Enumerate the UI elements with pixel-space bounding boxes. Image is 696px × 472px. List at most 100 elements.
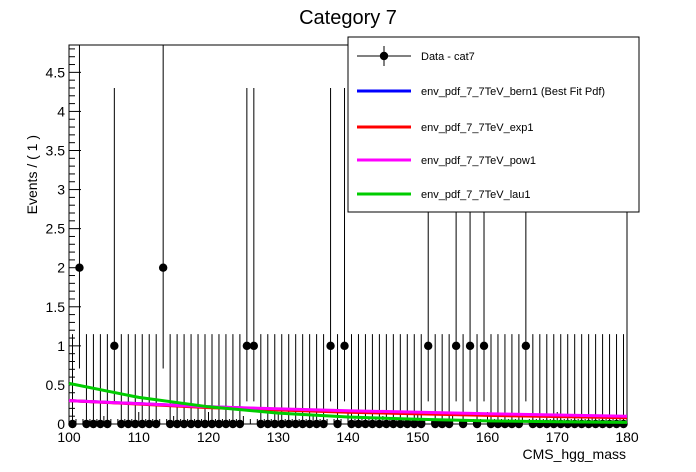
data-marker [319, 419, 328, 429]
x-tick-label: 180 [615, 429, 639, 445]
data-marker [444, 419, 454, 429]
y-tick-label: 0.5 [46, 377, 66, 393]
data-marker [417, 419, 426, 429]
data-marker [228, 419, 238, 429]
data-marker [207, 419, 217, 429]
data-marker [465, 341, 475, 351]
data-point [396, 334, 405, 429]
data-marker [361, 419, 370, 429]
data-point [444, 334, 454, 429]
data-marker [75, 263, 84, 272]
data-marker [165, 419, 175, 429]
data-point [103, 334, 112, 429]
data-marker [256, 419, 266, 429]
data-marker [193, 419, 203, 429]
data-point [207, 334, 217, 429]
data-marker [200, 419, 210, 429]
data-marker [451, 341, 461, 351]
data-point [228, 334, 238, 429]
data-point [96, 334, 105, 429]
x-tick-label: 120 [197, 429, 221, 445]
data-point [458, 334, 468, 429]
data-point [200, 334, 210, 429]
data-point [124, 334, 133, 429]
data-point [242, 87, 252, 402]
y-axis-title: Events / ( 1 ) [24, 135, 40, 214]
data-point [249, 87, 259, 402]
data-marker [89, 419, 98, 429]
data-marker [382, 419, 391, 429]
x-tick-label: 100 [57, 429, 81, 445]
data-point [138, 334, 147, 429]
data-marker [340, 341, 349, 351]
y-tick-label: 4 [57, 103, 65, 119]
data-marker [158, 263, 168, 272]
data-point [117, 334, 126, 429]
y-tick-label: 2.5 [46, 221, 66, 237]
data-marker [354, 419, 363, 429]
data-point [221, 334, 231, 429]
y-tick-label: 0 [57, 416, 65, 432]
data-point [158, 45, 168, 369]
data-point [354, 334, 363, 429]
data-point [82, 334, 91, 429]
data-marker [368, 419, 377, 429]
data-marker [403, 419, 412, 429]
x-axis-title: CMS_hgg_mass [523, 446, 627, 462]
pdf-curve [68, 381, 628, 424]
data-marker [277, 419, 286, 429]
data-point [340, 87, 349, 402]
data-marker [410, 419, 419, 429]
legend-label: env_pdf_7_7TeV_exp1 [421, 122, 534, 134]
data-point [347, 334, 356, 429]
x-tick-label: 150 [406, 429, 430, 445]
data-marker [396, 419, 405, 429]
data-point [410, 334, 419, 429]
data-point [591, 334, 600, 429]
data-marker [458, 419, 468, 429]
legend-box [347, 36, 640, 213]
data-marker [235, 419, 245, 429]
data-point [235, 334, 245, 429]
data-point [619, 334, 628, 429]
data-point [382, 334, 391, 429]
data-marker [96, 419, 105, 429]
data-point [598, 334, 607, 429]
data-point [333, 334, 342, 429]
data-point [437, 334, 447, 429]
data-marker [270, 419, 279, 429]
data-marker [117, 419, 126, 429]
data-marker [375, 419, 384, 429]
data-point [375, 334, 384, 429]
data-point [75, 45, 84, 369]
data-marker [437, 419, 447, 429]
data-marker [221, 419, 231, 429]
data-marker [284, 419, 293, 429]
data-marker [172, 419, 182, 429]
data-marker [389, 419, 398, 429]
data-point [326, 87, 335, 402]
data-point [89, 334, 98, 429]
data-marker [186, 419, 196, 429]
y-tick-label: 3 [57, 182, 65, 198]
data-marker [521, 341, 531, 351]
data-point [172, 334, 182, 429]
data-point [263, 334, 272, 429]
x-tick-label: 110 [128, 429, 151, 445]
data-marker [347, 419, 356, 429]
data-point [151, 334, 161, 429]
legend-label: env_pdf_7_7TeV_lau1 [421, 189, 530, 201]
data-point [131, 334, 140, 429]
data-point [403, 334, 412, 429]
pdf-curve [68, 399, 628, 418]
data-point [256, 334, 266, 429]
data-point [186, 334, 196, 429]
data-point [389, 334, 398, 429]
data-marker [430, 419, 440, 429]
data-marker [131, 419, 140, 429]
data-marker [263, 419, 272, 429]
data-marker [145, 419, 154, 429]
data-point [361, 334, 370, 429]
data-marker [479, 341, 489, 351]
legend-label: env_pdf_7_7TeV_pow1 [421, 155, 536, 167]
